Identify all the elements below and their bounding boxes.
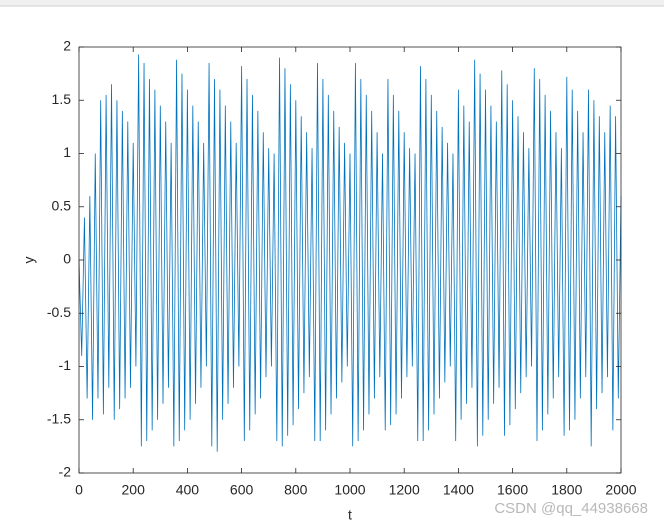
y-tick-label: 0: [63, 251, 71, 267]
watermark: CSDN @qq_44938668: [494, 500, 648, 517]
y-tick-label: 1: [63, 144, 71, 160]
y-tick-label: -1.5: [47, 410, 71, 426]
y-tick-label: -1: [59, 357, 72, 373]
x-tick-label: 800: [284, 482, 308, 498]
x-tick-label: 1800: [551, 482, 582, 498]
data-line: [78, 54, 622, 452]
y-tick-label: -0.5: [47, 304, 71, 320]
x-tick-label: 1400: [443, 482, 474, 498]
x-tick-label: 200: [122, 482, 146, 498]
plot-background: [79, 47, 621, 473]
x-tick-label: 400: [176, 482, 200, 498]
y-axis-label: y: [21, 257, 37, 264]
x-tick-label: 600: [230, 482, 254, 498]
x-tick-label: 1200: [389, 482, 420, 498]
x-axis-label: t: [348, 507, 352, 523]
y-tick-label: 1.5: [52, 91, 72, 107]
y-tick-label: -2: [59, 464, 72, 480]
y-tick-label: 0.5: [52, 197, 72, 213]
x-tick-label: 0: [75, 482, 83, 498]
y-tick-label: 2: [63, 38, 71, 54]
plot-area: 0 200 400 600 800 1000 1200 1400 1600 1800 2000 -2 -…: [47, 38, 637, 498]
x-tick-label: 2000: [605, 482, 636, 498]
x-tick-label: 1600: [497, 482, 528, 498]
window-strip: [0, 0, 664, 6]
x-tick-label: 1000: [334, 482, 365, 498]
